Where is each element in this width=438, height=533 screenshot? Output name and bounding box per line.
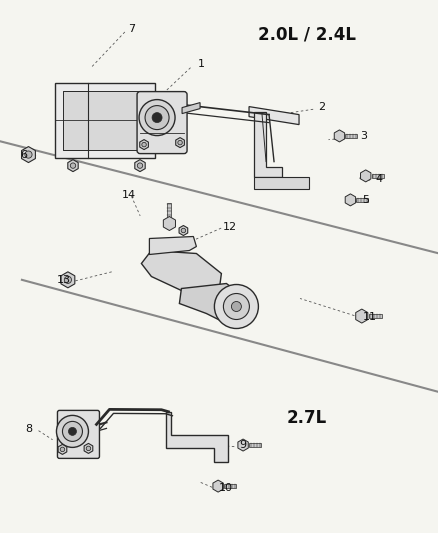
Circle shape: [68, 427, 77, 435]
Polygon shape: [158, 114, 168, 126]
Circle shape: [64, 276, 71, 284]
Polygon shape: [140, 140, 148, 150]
Polygon shape: [249, 443, 261, 447]
Polygon shape: [356, 309, 368, 323]
Text: 10: 10: [219, 483, 233, 492]
Polygon shape: [68, 159, 78, 172]
Polygon shape: [346, 134, 357, 138]
Text: 3: 3: [360, 131, 367, 141]
Circle shape: [63, 422, 82, 441]
Polygon shape: [249, 107, 299, 125]
Polygon shape: [182, 102, 200, 114]
Polygon shape: [357, 198, 368, 202]
Text: 2.0L / 2.4L: 2.0L / 2.4L: [258, 26, 356, 44]
Polygon shape: [149, 237, 196, 254]
FancyBboxPatch shape: [55, 83, 155, 158]
Text: 13: 13: [57, 275, 71, 285]
Circle shape: [231, 302, 241, 311]
Circle shape: [152, 112, 162, 123]
Text: 14: 14: [122, 190, 136, 199]
Polygon shape: [21, 147, 35, 163]
Polygon shape: [61, 272, 75, 288]
Polygon shape: [167, 203, 171, 216]
Polygon shape: [180, 284, 249, 324]
Circle shape: [181, 228, 186, 233]
Circle shape: [214, 285, 258, 328]
Text: 9: 9: [240, 440, 247, 450]
Circle shape: [223, 294, 249, 319]
Polygon shape: [224, 484, 236, 488]
Text: 11: 11: [363, 312, 377, 322]
Polygon shape: [84, 443, 93, 454]
Circle shape: [145, 106, 169, 130]
FancyBboxPatch shape: [57, 410, 99, 458]
Polygon shape: [360, 170, 371, 182]
Polygon shape: [345, 194, 356, 206]
Text: 1: 1: [198, 59, 205, 69]
Polygon shape: [179, 225, 188, 236]
FancyBboxPatch shape: [137, 92, 187, 154]
Circle shape: [142, 142, 146, 147]
Circle shape: [137, 163, 143, 168]
Text: 8: 8: [25, 424, 32, 434]
FancyBboxPatch shape: [63, 91, 147, 150]
Circle shape: [160, 117, 166, 123]
Polygon shape: [176, 138, 184, 148]
Polygon shape: [141, 251, 221, 296]
Polygon shape: [166, 411, 229, 462]
Circle shape: [139, 100, 175, 135]
Polygon shape: [163, 216, 176, 230]
Text: 6: 6: [21, 150, 28, 159]
Polygon shape: [58, 445, 67, 455]
Polygon shape: [238, 439, 248, 451]
Polygon shape: [135, 159, 145, 172]
Polygon shape: [372, 174, 384, 178]
Circle shape: [57, 415, 88, 447]
Text: 4: 4: [375, 174, 382, 183]
Polygon shape: [334, 130, 345, 142]
Text: 2.7L: 2.7L: [286, 409, 327, 427]
Circle shape: [25, 151, 32, 158]
Circle shape: [60, 447, 65, 451]
Polygon shape: [254, 176, 309, 189]
Polygon shape: [213, 480, 223, 492]
Circle shape: [178, 140, 182, 145]
Text: 2: 2: [318, 102, 325, 111]
Circle shape: [71, 163, 76, 168]
Polygon shape: [254, 111, 282, 176]
Text: 12: 12: [223, 222, 237, 231]
Text: 5: 5: [362, 195, 369, 205]
Text: 7: 7: [128, 25, 135, 34]
Circle shape: [86, 446, 91, 450]
Polygon shape: [369, 314, 382, 318]
